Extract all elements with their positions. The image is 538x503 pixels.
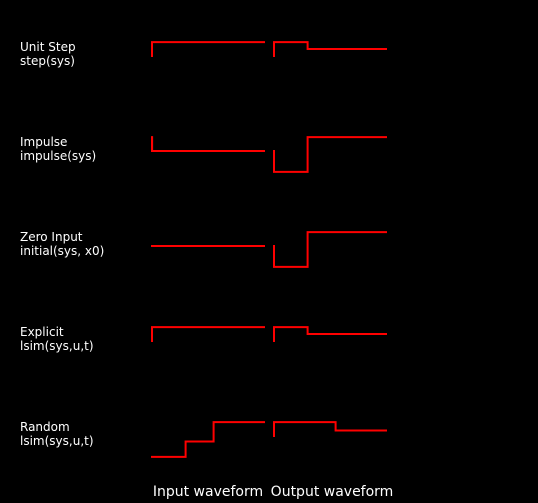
waveform-row1-col0 bbox=[152, 137, 264, 151]
waveform-row3-col0 bbox=[152, 327, 264, 341]
waveform-row3-col1 bbox=[274, 327, 386, 341]
waveform-row1-col1 bbox=[274, 137, 386, 172]
waveform-row4-col1 bbox=[274, 422, 386, 436]
waveform-row4-col0 bbox=[152, 422, 264, 457]
signal-waveform-grid: Unit Stepstep(sys)Impulseimpulse(sys)Zer… bbox=[0, 0, 538, 503]
plot-svg bbox=[0, 0, 538, 503]
waveform-row0-col0 bbox=[152, 42, 264, 56]
waveform-row0-col1 bbox=[274, 42, 386, 56]
waveform-row2-col1 bbox=[274, 232, 386, 267]
